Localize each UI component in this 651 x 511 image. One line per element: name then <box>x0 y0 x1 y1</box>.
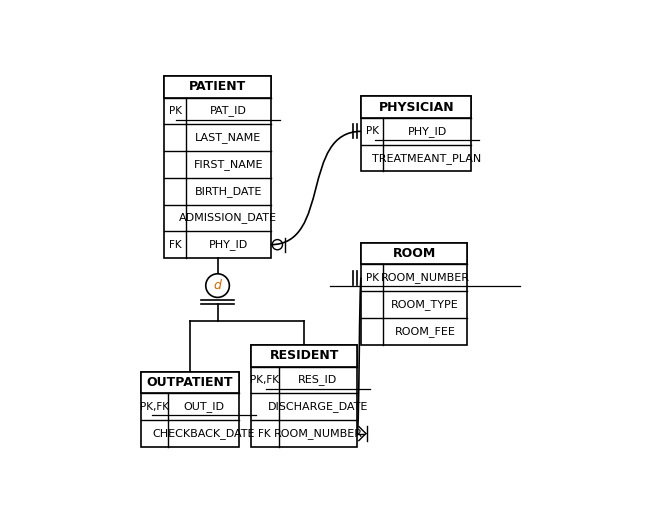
Text: PATIENT: PATIENT <box>189 80 246 93</box>
Text: ADMISSION_DATE: ADMISSION_DATE <box>180 213 277 223</box>
Bar <box>361 243 467 264</box>
Text: PK: PK <box>365 126 378 136</box>
Text: DISCHARGE_DATE: DISCHARGE_DATE <box>268 401 368 412</box>
Circle shape <box>206 274 229 297</box>
Bar <box>165 76 271 258</box>
Bar <box>141 372 239 447</box>
Text: PK: PK <box>169 106 182 116</box>
Bar <box>361 97 471 118</box>
Text: ROOM_FEE: ROOM_FEE <box>395 326 456 337</box>
Text: PHYSICIAN: PHYSICIAN <box>378 101 454 113</box>
Bar <box>361 97 471 172</box>
Bar <box>361 243 467 344</box>
Text: ROOM_TYPE: ROOM_TYPE <box>391 299 459 310</box>
Text: ROOM_NUMBER: ROOM_NUMBER <box>381 272 469 283</box>
Text: BIRTH_DATE: BIRTH_DATE <box>195 185 262 197</box>
Text: PK,FK: PK,FK <box>140 402 169 412</box>
Text: RESIDENT: RESIDENT <box>270 350 339 362</box>
Text: PK: PK <box>365 273 378 283</box>
Text: RES_ID: RES_ID <box>298 375 337 385</box>
Text: d: d <box>214 279 221 292</box>
Text: CHECKBACK_DATE: CHECKBACK_DATE <box>152 428 255 439</box>
Text: ROOM: ROOM <box>393 247 436 260</box>
Text: PHY_ID: PHY_ID <box>408 126 447 137</box>
Bar <box>141 372 239 393</box>
Text: OUTPATIENT: OUTPATIENT <box>146 376 233 389</box>
Bar <box>251 345 357 367</box>
Text: FIRST_NAME: FIRST_NAME <box>193 159 263 170</box>
Text: LAST_NAME: LAST_NAME <box>195 132 262 143</box>
Text: PK,FK: PK,FK <box>250 375 279 385</box>
Text: PHY_ID: PHY_ID <box>209 239 248 250</box>
Bar <box>165 76 271 98</box>
Text: FK: FK <box>258 429 271 438</box>
Text: FK: FK <box>169 240 182 250</box>
Text: OUT_ID: OUT_ID <box>184 401 225 412</box>
Text: PAT_ID: PAT_ID <box>210 105 247 117</box>
Text: TREATMEANT_PLAN: TREATMEANT_PLAN <box>372 153 482 164</box>
Text: ROOM_NUMBER: ROOM_NUMBER <box>273 428 363 439</box>
Bar <box>251 345 357 447</box>
